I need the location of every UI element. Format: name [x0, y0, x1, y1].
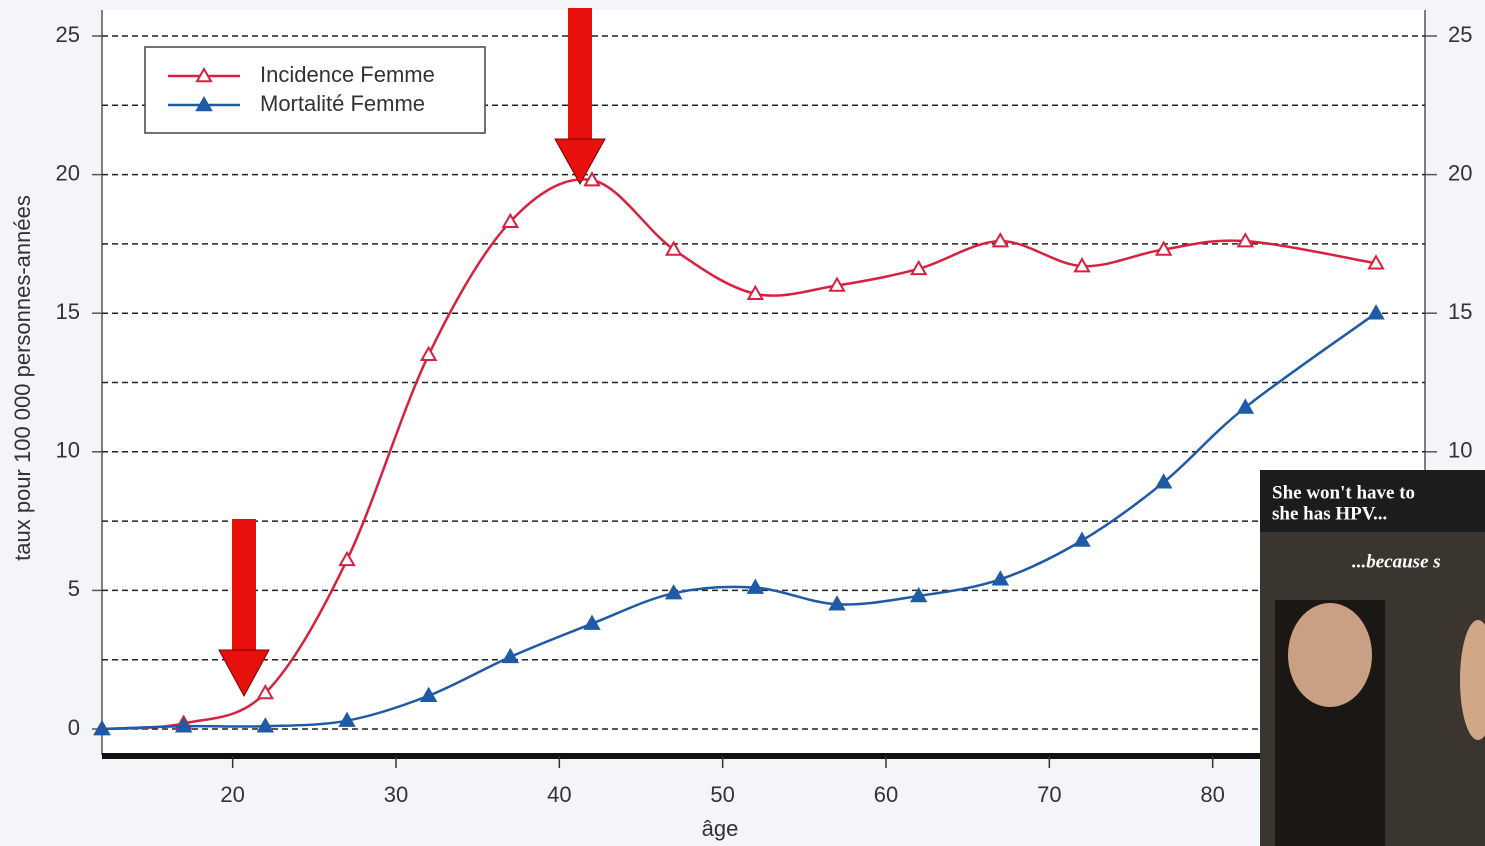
x-axis-label: âge	[702, 816, 739, 841]
y-tick-label: 5	[68, 576, 80, 601]
y-tick-label: 25	[56, 22, 80, 47]
photo-text: She won't have to	[1272, 482, 1415, 503]
arrow-shaft	[232, 519, 256, 651]
y-tick-label: 20	[56, 160, 80, 185]
y-tick-label: 15	[56, 299, 80, 324]
y2-tick-label: 15	[1448, 299, 1472, 324]
photo-text: ...because s	[1352, 551, 1441, 572]
legend-label: Mortalité Femme	[260, 91, 425, 116]
x-tick-label: 40	[547, 782, 571, 807]
y2-tick-label: 10	[1448, 438, 1472, 463]
x-tick-label: 50	[710, 782, 734, 807]
y-axis-label: taux pour 100 000 personnes-années	[10, 195, 35, 561]
x-tick-label: 80	[1200, 782, 1224, 807]
photo-face	[1288, 603, 1372, 707]
y-tick-label: 0	[68, 715, 80, 740]
y-tick-label: 10	[56, 438, 80, 463]
chart: 0 5 10 15 20 25 10 15 20 25 20 30 40 50 60 70 80 âge tau…	[0, 0, 1485, 846]
x-tick-label: 20	[220, 782, 244, 807]
arrow-shaft	[568, 8, 592, 140]
legend: Incidence Femme Mortalité Femme	[145, 47, 485, 133]
photo: She won't have to she has HPV... ...beca…	[1260, 470, 1485, 846]
page: {"chart_data": { "type": "line", "x_labe…	[0, 0, 1485, 846]
legend-label: Incidence Femme	[260, 62, 435, 87]
y2-tick-label: 25	[1448, 22, 1472, 47]
photo-text: she has HPV...	[1272, 503, 1387, 524]
x-tick-label: 70	[1037, 782, 1061, 807]
y2-tick-label: 20	[1448, 160, 1472, 185]
x-tick-label: 30	[384, 782, 408, 807]
x-tick-label: 60	[874, 782, 898, 807]
